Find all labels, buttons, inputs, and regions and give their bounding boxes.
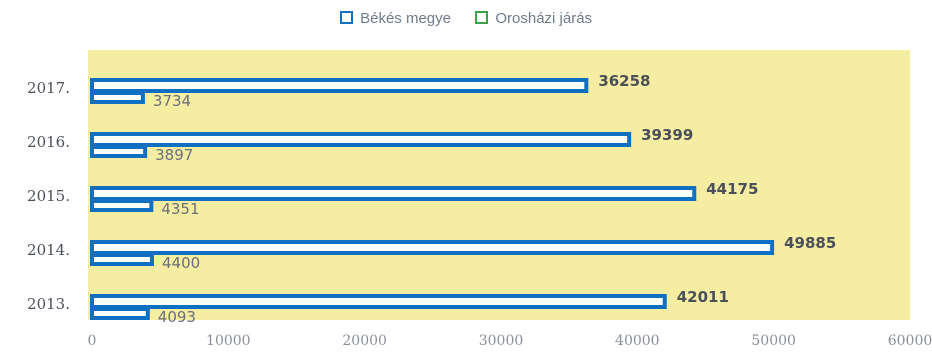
x-tick-label-60000: 60000 bbox=[888, 333, 932, 349]
bar-oroshaza-2014 bbox=[90, 253, 154, 266]
data-label-bekes-2014: 49885 bbox=[784, 234, 836, 252]
category-label-2017: 2017. bbox=[27, 79, 70, 97]
data-label-bekes-2013: 42011 bbox=[677, 288, 729, 306]
bar-oroshaza-2016 bbox=[90, 145, 148, 158]
data-label-bekes-2017: 36258 bbox=[598, 72, 650, 90]
legend: Békés megye Orosházi járás bbox=[0, 10, 932, 27]
data-label-bekes-2015: 44175 bbox=[706, 180, 758, 198]
data-label-bekes-2016: 39399 bbox=[641, 126, 693, 144]
x-tick-label-10000: 10000 bbox=[206, 333, 251, 349]
bar-bekes-2015 bbox=[90, 186, 697, 201]
bar-bekes-2014 bbox=[90, 240, 775, 255]
bar-bekes-2017 bbox=[90, 78, 589, 93]
x-tick-label-20000: 20000 bbox=[342, 333, 387, 349]
legend-item-bekes[interactable]: Békés megye bbox=[339, 10, 451, 27]
category-label-2013: 2013. bbox=[27, 295, 70, 313]
x-tick-label-50000: 50000 bbox=[751, 333, 796, 349]
data-label-oroshaza-2017: 3734 bbox=[153, 92, 191, 110]
bar-oroshaza-2017 bbox=[90, 91, 145, 104]
bar-bekes-2016 bbox=[90, 132, 632, 147]
data-label-oroshaza-2016: 3897 bbox=[155, 146, 193, 164]
data-label-oroshaza-2015: 4351 bbox=[161, 200, 199, 218]
bar-oroshaza-2013 bbox=[90, 307, 150, 320]
x-tick-label-30000: 30000 bbox=[479, 333, 524, 349]
category-label-2016: 2016. bbox=[27, 133, 70, 151]
data-label-oroshaza-2013: 4093 bbox=[158, 308, 196, 326]
plot-area bbox=[88, 50, 910, 320]
legend-swatch-blue bbox=[339, 11, 353, 24]
legend-item-oroshaza[interactable]: Orosházi járás bbox=[475, 10, 592, 27]
legend-label-bekes: Békés megye bbox=[360, 10, 451, 27]
legend-swatch-green bbox=[475, 11, 489, 24]
x-tick-label-0: 0 bbox=[88, 333, 97, 349]
category-label-2015: 2015. bbox=[27, 187, 70, 205]
category-label-2014: 2014. bbox=[27, 241, 70, 259]
x-tick-label-40000: 40000 bbox=[615, 333, 660, 349]
data-label-oroshaza-2014: 4400 bbox=[162, 254, 200, 272]
bar-bekes-2013 bbox=[90, 294, 667, 309]
bar-oroshaza-2015 bbox=[90, 199, 154, 212]
legend-label-oroshaza: Orosházi járás bbox=[495, 10, 593, 27]
